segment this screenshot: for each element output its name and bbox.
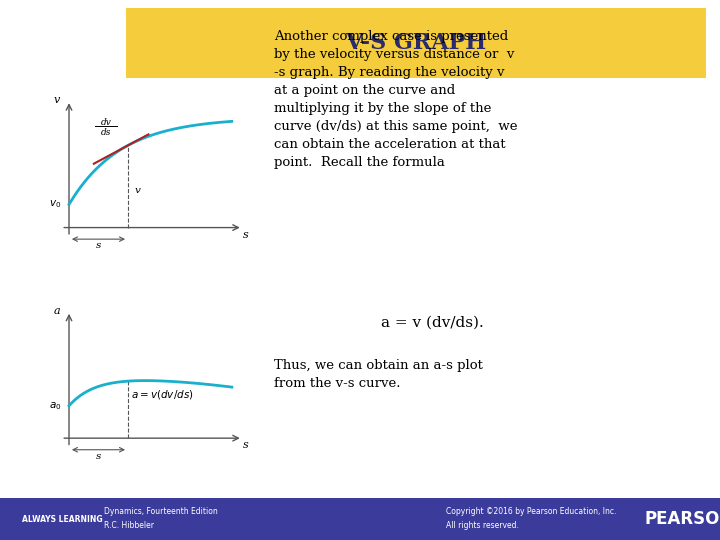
Text: Dynamics, Fourteenth Edition: Dynamics, Fourteenth Edition bbox=[104, 508, 218, 516]
Text: $a_0$: $a_0$ bbox=[49, 400, 61, 411]
Text: $a = v(dv/ds)$: $a = v(dv/ds)$ bbox=[131, 388, 194, 401]
Text: PEARSON: PEARSON bbox=[644, 510, 720, 529]
Text: R.C. Hibbeler: R.C. Hibbeler bbox=[104, 522, 154, 530]
Text: s: s bbox=[243, 440, 248, 450]
Text: s: s bbox=[243, 230, 248, 240]
Text: dv: dv bbox=[101, 118, 112, 127]
Text: a: a bbox=[53, 306, 60, 316]
Text: V-S GRAPH: V-S GRAPH bbox=[345, 32, 487, 54]
Text: a = v (dv/ds).: a = v (dv/ds). bbox=[381, 316, 483, 330]
Text: v: v bbox=[135, 186, 140, 195]
Text: All rights reserved.: All rights reserved. bbox=[446, 522, 519, 530]
Text: ALWAYS LEARNING: ALWAYS LEARNING bbox=[22, 515, 102, 524]
Text: $v_0$: $v_0$ bbox=[49, 199, 61, 210]
Text: Thus, we can obtain an a-s plot
from the v-s curve.: Thus, we can obtain an a-s plot from the… bbox=[274, 359, 482, 390]
Text: s: s bbox=[96, 451, 102, 461]
Text: Copyright ©2016 by Pearson Education, Inc.: Copyright ©2016 by Pearson Education, In… bbox=[446, 508, 617, 516]
Text: ds: ds bbox=[101, 128, 112, 137]
Text: Another complex case is presented
by the velocity versus distance or  v
-s graph: Another complex case is presented by the… bbox=[274, 30, 517, 168]
Text: s: s bbox=[96, 241, 102, 250]
Text: v: v bbox=[53, 95, 60, 105]
